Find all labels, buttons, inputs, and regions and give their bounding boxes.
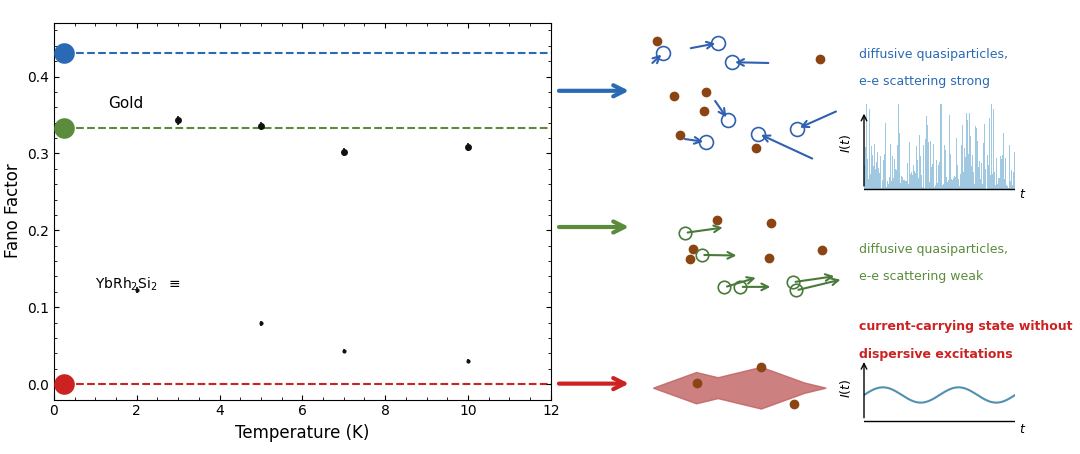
- Point: [56, 380, 73, 388]
- Text: diffusive quasiparticles,: diffusive quasiparticles,: [859, 243, 1008, 256]
- Text: YbRh$_2$Si$_2$  $\equiv$: YbRh$_2$Si$_2$ $\equiv$: [95, 276, 181, 293]
- X-axis label: Temperature (K): Temperature (K): [235, 424, 369, 442]
- Text: $t$: $t$: [1020, 423, 1026, 436]
- Polygon shape: [653, 367, 826, 409]
- Text: e-e scattering weak: e-e scattering weak: [859, 271, 983, 283]
- Text: Gold: Gold: [108, 96, 143, 111]
- Point: [56, 124, 73, 132]
- Text: $I(t)$: $I(t)$: [838, 133, 853, 153]
- Y-axis label: Fano Factor: Fano Factor: [3, 164, 22, 258]
- Text: $I(t)$: $I(t)$: [838, 379, 853, 398]
- Text: dispersive excitations: dispersive excitations: [859, 348, 1012, 360]
- Text: current-carrying state without: current-carrying state without: [859, 321, 1072, 333]
- Text: e-e scattering strong: e-e scattering strong: [859, 75, 989, 88]
- Text: diffusive quasiparticles,: diffusive quasiparticles,: [859, 48, 1008, 61]
- Point: [56, 50, 73, 57]
- Text: $t$: $t$: [1020, 188, 1026, 202]
